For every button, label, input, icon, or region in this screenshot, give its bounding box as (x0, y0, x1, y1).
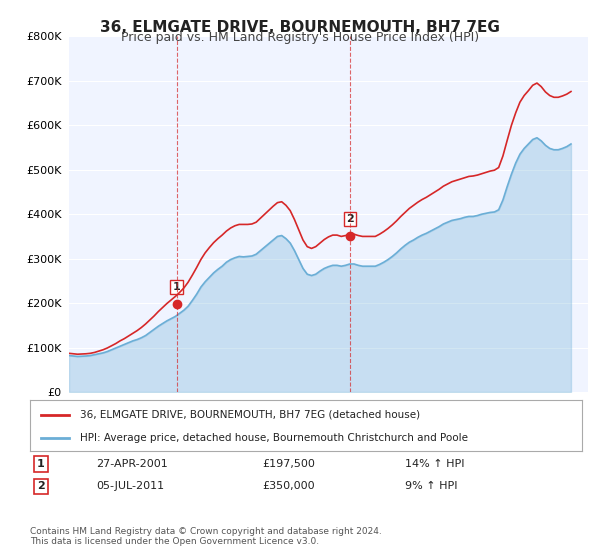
Text: 27-APR-2001: 27-APR-2001 (96, 459, 168, 469)
Text: Contains HM Land Registry data © Crown copyright and database right 2024.
This d: Contains HM Land Registry data © Crown c… (30, 526, 382, 546)
Text: HPI: Average price, detached house, Bournemouth Christchurch and Poole: HPI: Average price, detached house, Bour… (80, 433, 467, 443)
Text: Price paid vs. HM Land Registry's House Price Index (HPI): Price paid vs. HM Land Registry's House … (121, 31, 479, 44)
Text: 05-JUL-2011: 05-JUL-2011 (96, 482, 164, 491)
Text: 36, ELMGATE DRIVE, BOURNEMOUTH, BH7 7EG (detached house): 36, ELMGATE DRIVE, BOURNEMOUTH, BH7 7EG … (80, 409, 420, 419)
Text: 9% ↑ HPI: 9% ↑ HPI (406, 482, 458, 491)
Text: 2: 2 (37, 482, 45, 491)
Text: £197,500: £197,500 (262, 459, 315, 469)
Text: 1: 1 (37, 459, 45, 469)
Text: 2: 2 (346, 214, 354, 224)
Text: 1: 1 (173, 282, 181, 292)
Text: 14% ↑ HPI: 14% ↑ HPI (406, 459, 465, 469)
Text: 36, ELMGATE DRIVE, BOURNEMOUTH, BH7 7EG: 36, ELMGATE DRIVE, BOURNEMOUTH, BH7 7EG (100, 20, 500, 35)
Text: £350,000: £350,000 (262, 482, 314, 491)
